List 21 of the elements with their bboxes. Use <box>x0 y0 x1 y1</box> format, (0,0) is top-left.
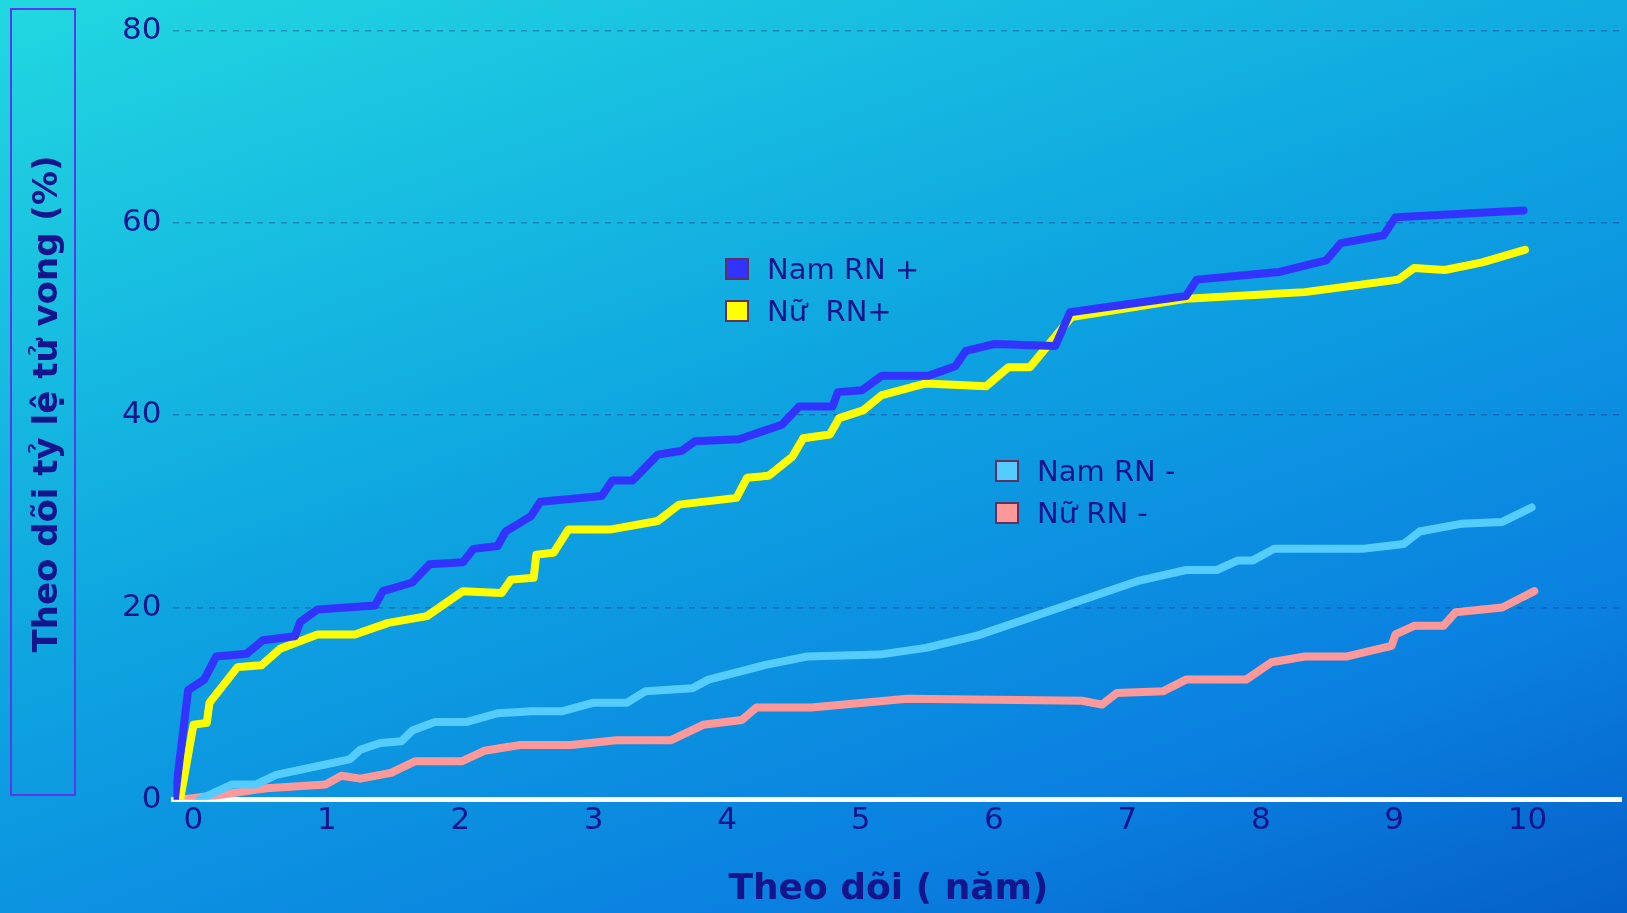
y-axis-title: Theo dõi tỷ lệ tử vong (%) <box>25 155 65 653</box>
x-tick-label: 0 <box>183 800 204 837</box>
x-tick-label: 6 <box>984 800 1004 837</box>
y-tick-label: 20 <box>121 586 162 623</box>
legend-label: Nam RN - <box>1037 454 1176 488</box>
x-tick-label: 3 <box>583 800 604 837</box>
legend-label: Nữ RN+ <box>767 294 892 328</box>
x-tick-label: 4 <box>717 800 737 837</box>
x-tick-label: 7 <box>1117 800 1138 837</box>
legend-label: Nữ RN - <box>1037 496 1148 530</box>
x-tick-label: 5 <box>850 800 871 837</box>
x-tick-label: 10 <box>1507 800 1548 837</box>
x-axis-title: Theo dõi ( năm) <box>727 866 1050 907</box>
y-tick-label: 60 <box>121 201 162 238</box>
y-tick-label: 40 <box>121 394 162 431</box>
x-tick-label: 1 <box>317 800 337 837</box>
x-tick-label: 2 <box>450 800 471 837</box>
legend-label: Nam RN + <box>767 252 920 286</box>
x-tick-label: 9 <box>1384 800 1405 837</box>
x-tick-label: 8 <box>1250 800 1271 837</box>
y-tick-label: 80 <box>121 9 162 46</box>
